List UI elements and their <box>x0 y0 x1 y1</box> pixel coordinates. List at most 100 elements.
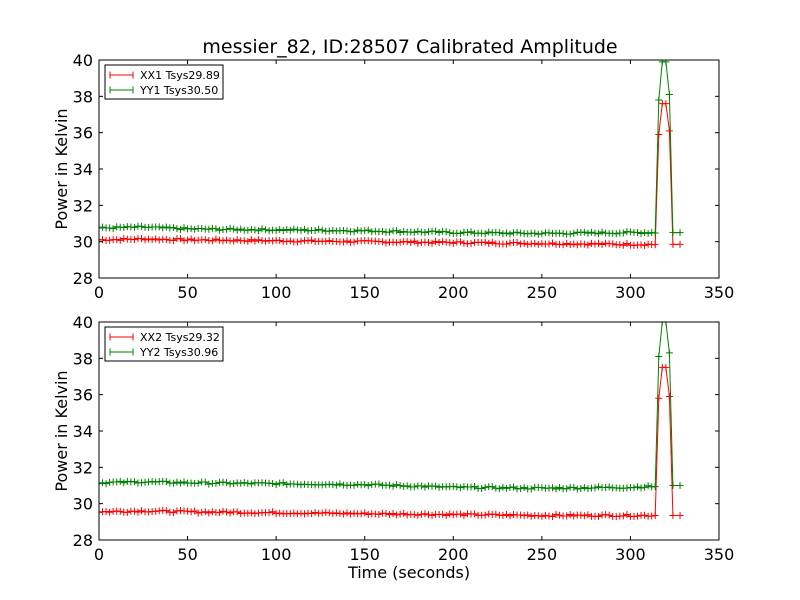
data-point-marker <box>247 509 255 517</box>
data-point-marker <box>325 237 333 245</box>
x-tick-label: 100 <box>261 545 292 564</box>
data-point-marker <box>375 510 383 518</box>
data-point-marker <box>343 509 351 517</box>
data-point-marker <box>386 228 394 236</box>
data-point-marker <box>570 240 578 248</box>
data-point-marker <box>198 508 206 516</box>
data-point-marker <box>510 229 518 237</box>
data-point-marker <box>223 479 231 487</box>
data-point-marker <box>226 509 234 517</box>
data-point-marker <box>584 241 592 249</box>
data-point-marker <box>527 485 535 493</box>
data-point-marker <box>304 237 312 245</box>
data-point-marker <box>432 482 440 490</box>
data-point-marker <box>669 240 677 248</box>
legend-marker <box>109 86 134 94</box>
data-point-marker <box>499 483 507 491</box>
data-point-marker <box>180 478 188 486</box>
data-point-marker <box>272 481 280 489</box>
x-tick-label: 250 <box>527 545 558 564</box>
data-point-marker <box>619 241 627 249</box>
data-point-marker <box>215 236 223 244</box>
data-point-marker <box>258 225 266 233</box>
data-point-marker <box>205 225 213 233</box>
data-point-marker <box>106 236 114 244</box>
y-axis-label: Power in Kelvin <box>52 370 71 491</box>
data-point-marker <box>676 240 684 248</box>
legend-label: YY1 Tsys30.50 <box>139 84 218 97</box>
data-point-marker <box>531 229 539 237</box>
y-tick-label: 36 <box>73 386 93 405</box>
data-point-marker <box>357 510 365 518</box>
data-point-marker <box>375 480 383 488</box>
data-point-marker <box>524 511 532 519</box>
data-point-marker <box>237 479 245 487</box>
data-point-marker <box>240 237 248 245</box>
data-point-marker <box>506 239 514 247</box>
data-point-marker <box>545 240 553 248</box>
data-point-marker <box>169 224 177 232</box>
data-point-marker <box>439 510 447 518</box>
data-point-marker <box>591 240 599 248</box>
data-point-marker <box>336 509 344 517</box>
data-point-marker <box>456 484 464 492</box>
data-point-marker <box>393 481 401 489</box>
data-point-marker <box>176 226 184 234</box>
data-point-marker <box>141 236 149 244</box>
data-point-marker <box>502 240 510 248</box>
data-point-marker <box>520 512 528 520</box>
data-point-marker <box>290 509 298 517</box>
legend-label: XX1 Tsys29.89 <box>140 69 220 82</box>
data-point-marker <box>293 480 301 488</box>
data-point-marker <box>325 509 333 517</box>
data-point-marker <box>99 479 107 487</box>
data-point-marker <box>587 239 595 247</box>
data-point-marker <box>145 235 153 243</box>
data-point-marker <box>513 238 521 246</box>
data-point-marker <box>570 484 578 492</box>
data-point-marker <box>343 237 351 245</box>
data-point-marker <box>230 225 238 233</box>
legend-box <box>104 326 224 362</box>
data-point-marker <box>485 228 493 236</box>
data-point-marker <box>435 229 443 237</box>
chart-panel-2: 0 50 100 150 200 250 300 350 28 30 32 34 36 38 40 Power… <box>52 313 734 582</box>
data-point-marker <box>492 510 500 518</box>
data-point-marker <box>676 511 684 519</box>
data-point-marker <box>386 481 394 489</box>
data-point-marker <box>162 223 170 231</box>
data-point-marker <box>361 481 369 489</box>
data-point-marker <box>570 229 578 237</box>
series-2-2 <box>99 322 684 493</box>
data-point-marker <box>595 513 603 521</box>
series-line <box>99 366 680 518</box>
data-point-marker <box>212 225 220 233</box>
data-point-marker <box>230 237 238 245</box>
data-point-marker <box>389 482 397 490</box>
data-point-marker <box>513 228 521 236</box>
data-point-marker <box>417 510 425 518</box>
legend: XX2 Tsys29.32 YY2 Tsys30.96 <box>104 326 224 362</box>
data-point-marker <box>311 226 319 234</box>
data-point-marker <box>548 484 556 492</box>
data-point-marker <box>481 238 489 246</box>
legend-label: YY2 Tsys30.96 <box>139 346 218 359</box>
data-point-marker <box>407 239 415 247</box>
data-point-marker <box>417 482 425 490</box>
data-point-marker <box>116 507 124 515</box>
data-point-marker <box>520 483 528 491</box>
data-point-marker <box>254 227 262 235</box>
data-point-marker <box>460 239 468 247</box>
data-point-marker <box>552 510 560 518</box>
data-point-marker <box>570 512 578 520</box>
data-point-marker <box>233 236 241 244</box>
data-point-marker <box>123 508 131 516</box>
data-point-marker <box>467 483 475 491</box>
data-point-marker <box>665 91 673 99</box>
data-point-marker <box>506 512 514 520</box>
data-point-marker <box>495 229 503 237</box>
data-point-marker <box>421 510 429 518</box>
data-point-marker <box>634 483 642 491</box>
data-point-marker <box>559 241 567 249</box>
data-point-marker <box>113 478 121 486</box>
